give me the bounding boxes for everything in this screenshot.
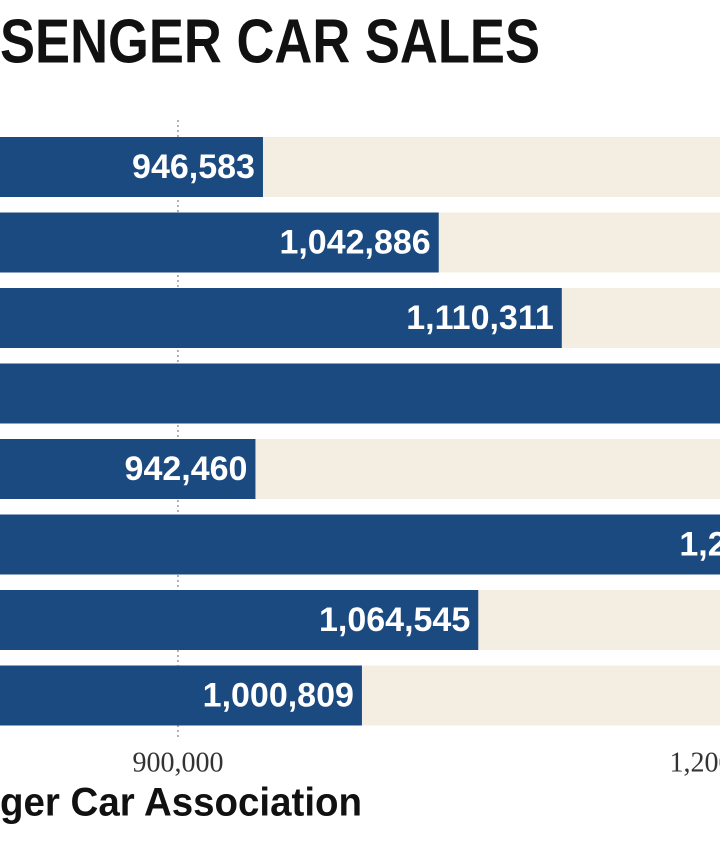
value-label: 1,262,000 [679,525,720,563]
source: ger Car Association [0,781,362,825]
bar [0,514,720,575]
value-label: 942,460 [125,450,248,488]
value-label: 1,042,886 [279,223,430,261]
value-label: 1,110,311 [406,299,554,337]
value-label: 1,000,809 [203,676,354,714]
bar [0,665,362,726]
chart-title: SENGER CAR SALES [0,7,540,76]
bar [0,212,439,273]
bar [0,137,263,197]
value-label: 946,583 [132,148,255,186]
bars: 946,583 1,042,886 1,110,311 942,460 1,262,00… [0,137,720,726]
bar [0,590,479,650]
x-tick-label: 1,200,000 [669,747,720,778]
bar [0,288,562,348]
x-tick-label: 900,000 [132,747,223,778]
bar [0,363,720,424]
value-label: 1,064,545 [319,601,470,639]
bar [0,439,256,499]
